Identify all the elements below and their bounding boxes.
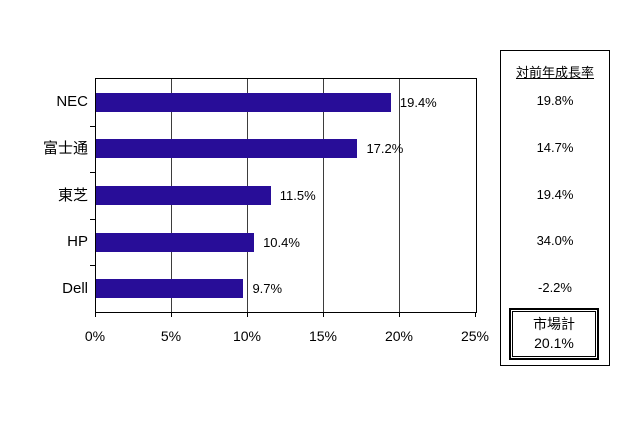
x-axis-tick [247, 312, 248, 317]
bar-value-label: 9.7% [252, 281, 283, 297]
bar [96, 185, 271, 205]
y-axis-tick [90, 265, 96, 267]
y-axis-tick [90, 218, 96, 220]
bar [96, 279, 244, 299]
growth-rate-value: 34.0% [536, 233, 574, 249]
bar [96, 92, 391, 112]
bar-value-label: 11.5% [279, 187, 316, 203]
x-axis-tick-label: 5% [160, 328, 182, 344]
bar [96, 232, 255, 252]
bar [96, 139, 358, 159]
category-label: NEC [56, 93, 88, 111]
category-axis-labels: NEC 富士通東芝 HP Dell [0, 78, 88, 311]
y-axis-tick [90, 172, 96, 174]
gridline [323, 79, 324, 312]
bar-row: 11.5% [96, 172, 476, 219]
x-axis: 0% 5% 10% 15% 20% 25% [85, 312, 489, 352]
x-axis-tick [171, 312, 172, 317]
growth-rate-panel: 対前年成長率 市場計 20.1% 19.8% 14.7% 19.4% 34.0% -2.… [500, 50, 610, 366]
growth-rate-value: -2.2% [538, 279, 572, 295]
category-label: Dell [62, 279, 88, 297]
x-axis-tick-label: 0% [84, 328, 106, 344]
x-axis-tick-label: 10% [232, 328, 262, 344]
market-total-box: 市場計 20.1% [509, 308, 599, 360]
bar-row: 19.4% [96, 79, 476, 126]
growth-rate-value: 19.4% [536, 186, 574, 202]
bar-row: 17.2% [96, 126, 476, 173]
plot-area: 19.4% 17.2% 11.5% 10.4% 9.7% [90, 78, 477, 313]
x-axis-tick-label: 20% [384, 328, 414, 344]
category-label: HP [67, 233, 88, 251]
bar-row: 10.4% [96, 219, 476, 266]
growth-rate-value: 19.8% [536, 93, 574, 109]
x-axis-tick-label: 15% [308, 328, 338, 344]
x-axis-tick-label: 25% [460, 328, 490, 344]
category-label: 東芝 [57, 186, 88, 204]
bar-value-label: 10.4% [263, 234, 300, 250]
market-total-value: 20.1% [534, 335, 574, 351]
y-axis-tick [90, 125, 96, 127]
bar-value-label: 19.4% [399, 94, 437, 110]
x-axis-tick [399, 312, 400, 317]
bar-row: 9.7% [96, 265, 476, 312]
gridline [399, 79, 400, 312]
x-axis-tick [95, 312, 96, 317]
market-total-label: 市場計 [533, 316, 575, 333]
bar-value-label: 17.2% [366, 141, 404, 157]
growth-rate-value: 14.7% [536, 139, 574, 155]
x-axis-tick [323, 312, 324, 317]
growth-rate-panel-title: 対前年成長率 [515, 65, 594, 80]
category-label: 富士通 [42, 139, 88, 157]
x-axis-tick [475, 312, 476, 317]
